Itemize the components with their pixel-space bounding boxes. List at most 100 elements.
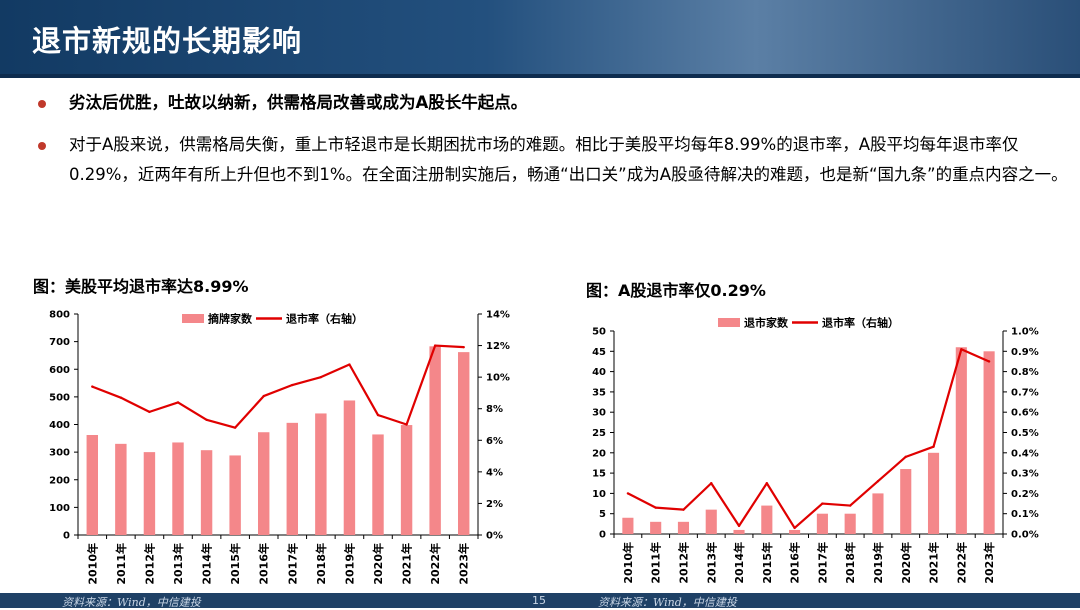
rate-line (627, 348, 990, 530)
rate-point (319, 375, 323, 379)
y-tick-label-left: 15 (592, 469, 606, 480)
rate-point (262, 394, 265, 398)
bar (705, 509, 717, 534)
x-category-label: 2020年 (371, 543, 385, 585)
y-tick-label-right: 0.0% (1011, 530, 1039, 541)
bar (761, 505, 773, 534)
chart-2-title: 图：A股退市率仅0.29% (586, 281, 766, 300)
rate-point (462, 345, 465, 349)
x-category-label: 2010年 (621, 542, 635, 584)
x-category-label: 2018年 (314, 543, 328, 585)
a-share-delisting-chart: 0 5 10 15 20 25 30 35 40 45 50 0.0% 0.1% 0.2% 0.3% 0.4%… (592, 316, 1039, 584)
legend-line-label: 退市率（右轴） (822, 316, 899, 330)
rate-point (682, 508, 685, 511)
y-tick-label-left: 25 (592, 428, 606, 439)
rate-point (960, 348, 963, 351)
y-tick-label-left: 35 (592, 387, 606, 398)
y-tick-label-right: 0.4% (1011, 448, 1039, 459)
y-tick-label-left: 45 (592, 347, 606, 358)
y-tick-label-left: 30 (592, 408, 606, 419)
x-category-label: 2014年 (200, 543, 214, 585)
legend-bar-swatch (718, 318, 740, 327)
chart-1-title: 图：美股平均退市率达8.99% (33, 277, 249, 296)
y-tick-label-left: 600 (49, 365, 70, 376)
x-category-label: 2022年 (428, 543, 442, 585)
rate-point (148, 410, 151, 414)
rate-point (710, 482, 713, 485)
rate-point (176, 401, 180, 404)
us-delisting-chart: 0 100 200 300 400 500 600 700 800 0% 2% 4% 6% 8% 10% 12… (49, 310, 510, 585)
y-tick-label-left: 0 (63, 531, 70, 542)
bar (372, 434, 384, 535)
y-tick-label-right: 0% (486, 531, 503, 542)
bar (927, 452, 940, 534)
y-tick-label-right: 12% (486, 341, 510, 352)
y-tick-label-left: 50 (592, 327, 606, 338)
y-tick-label-right: 1.0% (1011, 327, 1039, 338)
bullet-dot (38, 100, 46, 108)
x-category-label: 2015年 (760, 542, 774, 584)
y-tick-label-right: 8% (486, 404, 503, 415)
rate-point (821, 502, 824, 505)
x-category-label: 2015年 (228, 543, 242, 585)
y-tick-label-left: 400 (49, 420, 70, 431)
bullet-1-text: 劣汰后优胜，吐故以纳新，供需格局改善或成为A股长牛起点。 (69, 93, 528, 112)
x-category-label: 2020年 (899, 542, 913, 584)
bar (900, 469, 912, 534)
rate-point (205, 418, 208, 421)
header-banner: 退市新规的长期影响 (0, 0, 1080, 78)
rate-line (91, 344, 464, 429)
rate-point (765, 482, 769, 485)
y-tick-label-right: 0.6% (1011, 408, 1039, 419)
x-category-label: 2023年 (982, 542, 996, 584)
x-category-label: 2019年 (871, 542, 885, 584)
rate-point (348, 363, 351, 366)
y-tick-label-left: 100 (49, 503, 70, 514)
bar (955, 347, 967, 534)
bar (789, 529, 801, 534)
y-tick-label-left: 500 (49, 392, 70, 403)
x-category-label: 2013年 (171, 543, 185, 585)
x-category-label: 2011年 (649, 542, 663, 584)
y-tick-label-left: 10 (592, 489, 606, 500)
footer-bar (0, 593, 1080, 608)
source-note-right: 资料来源：Wind，中信建投 (598, 596, 737, 609)
bar (872, 493, 884, 534)
x-category-label: 2013年 (704, 542, 718, 584)
bar (143, 452, 156, 535)
bar (400, 425, 413, 535)
x-category-label: 2016年 (257, 543, 271, 585)
bar (677, 521, 690, 534)
x-category-label: 2012年 (676, 542, 690, 584)
rate-point (233, 426, 237, 429)
rate-point (987, 360, 991, 363)
y-tick-label-left: 300 (49, 448, 70, 459)
x-category-label: 2010年 (85, 543, 99, 585)
bar (172, 442, 184, 535)
legend-bar-label: 摘牌家数 (208, 312, 253, 326)
bar (622, 517, 634, 534)
x-category-label: 2017年 (815, 542, 829, 584)
x-category-label: 2023年 (457, 543, 471, 585)
y-tick-label-left: 800 (49, 310, 70, 321)
bar (844, 513, 856, 534)
y-tick-label-left: 20 (592, 448, 606, 459)
y-tick-label-right: 0.7% (1011, 387, 1039, 398)
bar (86, 434, 98, 535)
x-category-label: 2017年 (285, 543, 299, 585)
rate-point (291, 383, 294, 387)
legend-bar-swatch (182, 314, 204, 323)
x-category-label: 2014年 (732, 542, 746, 584)
bullet-dot (38, 142, 46, 150)
y-tick-label-right: 6% (486, 436, 503, 447)
bar (258, 432, 270, 535)
x-category-label: 2021年 (400, 543, 414, 585)
rate-point (376, 413, 380, 417)
rate-point (433, 344, 437, 347)
x-category-label: 2016年 (788, 542, 802, 584)
x-category-label: 2012年 (142, 543, 156, 585)
bar (115, 443, 127, 535)
rate-point (848, 504, 852, 507)
rate-point (405, 423, 408, 426)
bar (229, 455, 241, 535)
